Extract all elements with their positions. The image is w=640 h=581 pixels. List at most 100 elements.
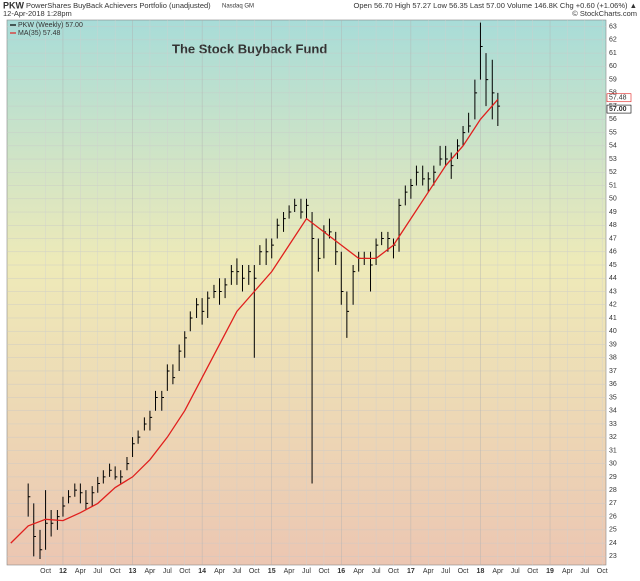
y-tick-label: 39 — [609, 341, 617, 348]
y-tick-label: 38 — [609, 355, 617, 362]
x-tick-label: Apr — [284, 568, 296, 575]
y-tick-label: 61 — [609, 50, 617, 57]
ohlc-bar — [317, 238, 321, 272]
ohlc-bar — [230, 265, 234, 285]
y-tick-label: 46 — [609, 249, 617, 256]
x-tick-label: 18 — [477, 568, 485, 575]
ohlc-bar — [132, 437, 135, 458]
y-tick-label: 44 — [609, 275, 617, 282]
ohlc-bar — [109, 463, 112, 477]
x-tick-label: Apr — [75, 568, 87, 575]
x-tick-label: Oct — [179, 568, 190, 575]
ohlc-bar — [201, 298, 205, 325]
y-tick-label: 25 — [609, 527, 617, 534]
x-tick-label: Jul — [93, 568, 102, 575]
y-tick-label: 24 — [609, 540, 617, 547]
y-tick-label: 28 — [609, 487, 617, 494]
ohlc-bar — [126, 457, 130, 471]
y-tick-label: 54 — [609, 143, 617, 150]
ohlc-bar — [166, 364, 170, 391]
last-value-box — [606, 93, 632, 103]
x-tick-label: Oct — [40, 568, 51, 575]
copyright: © StockCharts.com — [572, 9, 637, 18]
y-tick-label: 51 — [609, 182, 617, 189]
x-tick-label: 19 — [546, 568, 554, 575]
ohlc-bar — [39, 529, 43, 560]
ohlc-bar — [172, 364, 176, 385]
ohlc-bar — [271, 238, 274, 259]
y-tick-label: 27 — [609, 500, 617, 507]
x-tick-label: Jul — [163, 568, 172, 575]
ohlc-bar — [300, 198, 304, 219]
quote: Open 56.70 High 57.27 Low 56.35 Last 57.… — [354, 1, 637, 10]
x-tick-label: Jul — [580, 568, 589, 575]
ohlc-bar — [79, 483, 83, 504]
ohlc-bar — [236, 258, 240, 285]
last-value-label: 57.48 — [609, 95, 627, 102]
moving-average — [10, 99, 499, 544]
y-tick-label: 59 — [609, 76, 617, 83]
ohlc-bar — [387, 231, 391, 252]
y-tick-label: 60 — [609, 63, 617, 70]
y-tick-label: 56 — [609, 116, 617, 123]
ohlc-bar — [479, 22, 483, 80]
ohlc-bar — [306, 198, 309, 219]
y-tick-label: 62 — [609, 37, 617, 44]
ohlc-bar — [328, 218, 332, 239]
x-tick-label: Oct — [388, 568, 399, 575]
y-tick-label: 45 — [609, 262, 617, 269]
ohlc-bar — [346, 291, 350, 338]
ohlc-bar — [68, 490, 71, 504]
x-tick-label: Jul — [511, 568, 520, 575]
y-tick-label: 33 — [609, 421, 617, 428]
ohlc-bar — [276, 218, 280, 239]
x-tick-label: Jul — [372, 568, 381, 575]
ohlc-bar — [120, 470, 123, 484]
x-tick-label: Oct — [597, 568, 608, 575]
x-tick-label: Jul — [232, 568, 241, 575]
ohlc-bar — [311, 212, 315, 484]
ohlc-bar — [155, 390, 158, 411]
ohlc-bar — [456, 139, 460, 160]
ohlc-bar — [259, 245, 263, 266]
x-tick-label: Apr — [492, 568, 504, 575]
y-tick-label: 63 — [609, 23, 617, 30]
ohlc-bar — [114, 466, 118, 480]
ohlc-bar — [398, 198, 402, 252]
ohlc-bar — [491, 59, 495, 120]
x-tick-label: 17 — [407, 568, 415, 575]
ohlc-bar — [143, 417, 147, 431]
ohlc-bar — [497, 92, 501, 126]
y-tick-label: 37 — [609, 368, 617, 375]
ohlc-bar — [207, 291, 210, 318]
ohlc-bar — [288, 205, 292, 219]
x-tick-label: Jul — [302, 568, 311, 575]
legend-label: PKW (Weekly) 57.00 — [18, 22, 83, 29]
ohlc-bar — [283, 212, 286, 232]
ohlc-bar — [248, 265, 251, 285]
y-tick-label: 48 — [609, 222, 617, 229]
ohlc-bar — [335, 231, 338, 266]
y-tick-label: 34 — [609, 408, 617, 415]
ohlc-bar — [184, 331, 187, 358]
y-tick-label: 30 — [609, 461, 617, 468]
ohlc-bar — [137, 430, 141, 444]
ohlc-bar — [352, 265, 356, 305]
ohlc-bar — [253, 265, 257, 358]
y-tick-label: 36 — [609, 381, 617, 388]
y-tick-label: 58 — [609, 90, 617, 97]
ohlc-bar — [102, 470, 106, 484]
ohlc-bar — [161, 390, 164, 411]
symbol: PKW — [3, 0, 25, 10]
ohlc-bar — [485, 53, 489, 107]
ohlc-bar — [62, 496, 66, 517]
x-tick-label: Apr — [144, 568, 156, 575]
x-tick-label: 15 — [268, 568, 276, 575]
y-tick-label: 52 — [609, 169, 617, 176]
ohlc-bar — [375, 238, 379, 266]
ohlc-bar — [219, 278, 222, 305]
ohlc-bar — [224, 278, 228, 299]
ohlc-bar — [474, 79, 478, 120]
last-value-label: 57.00 — [609, 106, 627, 113]
y-tick-label: 40 — [609, 328, 617, 335]
